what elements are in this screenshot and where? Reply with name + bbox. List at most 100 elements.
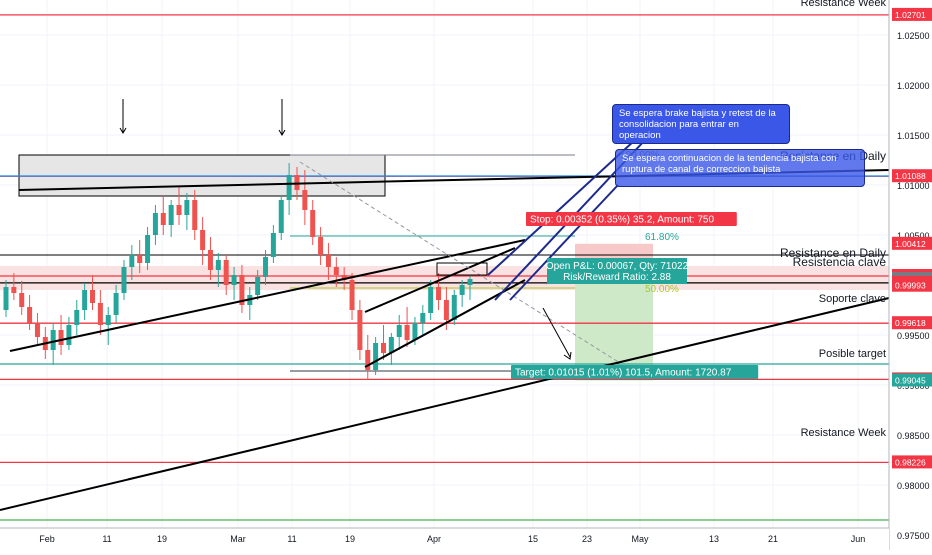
candle-body — [270, 233, 276, 257]
candle-body — [176, 205, 182, 215]
level-label: Resistance Week — [801, 0, 887, 9]
price-tick-label: 0.99500 — [897, 331, 930, 341]
stop-label: Stop: 0.00352 (0.35%) 35.2, Amount: 750 — [530, 215, 714, 226]
candle-body — [255, 277, 261, 295]
rr-label: Risk/Reward Ratio: 2.88 — [563, 272, 671, 283]
candle-body — [333, 267, 339, 275]
candle-body — [11, 287, 17, 293]
date-tick-label: 19 — [345, 534, 355, 544]
candle-body — [286, 175, 292, 200]
date-tick-label: Feb — [39, 534, 55, 544]
candle-body — [310, 210, 316, 237]
candle-body — [278, 200, 284, 233]
level-label: Soporte clave — [819, 293, 886, 305]
price-tick-label: 1.02500 — [897, 31, 930, 41]
date-tick-label: Apr — [427, 534, 441, 544]
price-tick-label: 0.97500 — [897, 531, 930, 541]
price-badge-label: 1.02701 — [895, 10, 926, 20]
trendline-long-support — [0, 297, 890, 511]
level-label: Resistance Week — [801, 427, 887, 439]
fib-label: 50.00% — [645, 284, 679, 295]
callout-retest[interactable]: Se espera brake bajista y retest de la c… — [612, 104, 790, 144]
candle-body — [231, 275, 237, 285]
candle-body — [388, 337, 394, 353]
price-badge — [892, 236, 932, 250]
candle-body — [341, 275, 347, 280]
candle-body — [66, 325, 72, 345]
candle-body — [145, 235, 151, 263]
price-badge-label: 0.98226 — [895, 457, 926, 467]
pnl-box — [547, 258, 687, 284]
price-tick-label: 0.98500 — [897, 431, 930, 441]
candle-body — [192, 200, 198, 230]
candle-body — [82, 290, 88, 310]
price-badge-label: 1.00412 — [895, 239, 926, 249]
entry-box — [436, 262, 488, 276]
level-label: Resistencia clave — [793, 255, 887, 269]
candle-body — [27, 307, 33, 323]
candle-body — [223, 260, 229, 285]
candle-body — [160, 213, 166, 225]
candle-body — [50, 330, 56, 350]
candle-body — [97, 303, 103, 325]
price-badge — [892, 455, 932, 469]
candle-body — [436, 287, 442, 300]
candle-body — [3, 287, 9, 310]
price-tick-label: 1.00500 — [897, 231, 930, 241]
price-badge-label: 1.01088 — [895, 171, 926, 181]
candle-body — [34, 323, 40, 337]
candle-body — [373, 343, 379, 370]
pnl-label: Open P&L: 0.00067, Qty: 71022 — [546, 261, 689, 272]
price-badge — [892, 373, 932, 387]
date-tick-label: 21 — [768, 534, 778, 544]
price-badge-label: 0.99045 — [895, 376, 926, 386]
candle-body — [357, 310, 363, 350]
price-badge — [892, 316, 932, 330]
candle-body — [459, 285, 465, 295]
candle-body — [90, 290, 96, 303]
callout-pointer-3 — [509, 184, 619, 301]
candle-body — [404, 325, 410, 340]
candle-body — [428, 287, 434, 313]
candle-body — [349, 280, 355, 310]
time-axis — [0, 528, 889, 550]
candle-body — [420, 313, 426, 323]
candle-body — [451, 295, 457, 320]
down-arrow-head-icon — [278, 129, 286, 136]
price-tick-label: 1.02000 — [897, 81, 930, 91]
candle-body — [215, 260, 221, 270]
date-tick-label: 15 — [528, 534, 538, 544]
candle-body — [263, 257, 269, 277]
callout-continuation-text: Se espera continuacion de la tendencia b… — [622, 153, 837, 175]
callout-retest-text: Se espera brake bajista y retest de la c… — [619, 108, 776, 141]
candle-body — [129, 255, 135, 267]
candle-body — [302, 190, 308, 210]
candle-body — [184, 200, 190, 215]
candle-body — [207, 250, 213, 270]
candle-body — [412, 323, 418, 340]
candle-body — [58, 330, 64, 345]
candle-body — [365, 350, 371, 370]
channel-lower-line — [364, 279, 526, 368]
date-tick-label: 11 — [287, 534, 296, 544]
target-label-bg — [511, 365, 759, 379]
candle-body — [121, 267, 127, 293]
target-arrow-icon — [542, 307, 571, 358]
price-tick-label: 0.98000 — [897, 481, 930, 491]
callout-continuation[interactable]: Se espera continuacion de la tendencia b… — [615, 149, 865, 187]
channel-upper-line — [364, 247, 516, 313]
price-badge — [892, 169, 932, 183]
candle-body — [168, 205, 174, 225]
date-tick-label: Mar — [230, 534, 246, 544]
date-tick-label: 23 — [582, 534, 592, 544]
price-badge-label: 0.99993 — [895, 281, 926, 291]
candle-body — [74, 310, 80, 325]
candle-body — [200, 230, 206, 250]
candle-body — [19, 293, 25, 307]
candle-body — [294, 175, 300, 190]
candle-body — [137, 255, 143, 263]
level-label: Resistance en Daily — [780, 246, 886, 260]
target-label: Target: 0.01015 (1.01%) 101.5, Amount: 1… — [515, 368, 732, 379]
